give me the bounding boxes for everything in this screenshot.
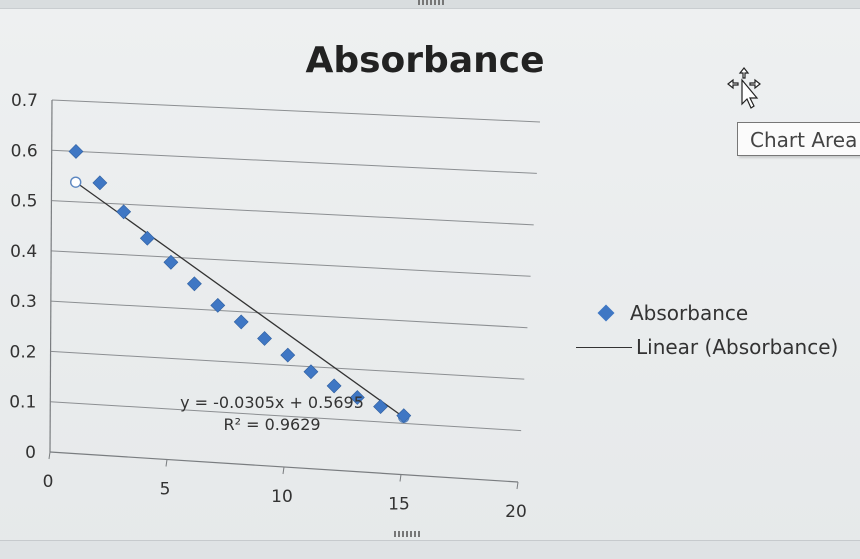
chart-top-resize-handle[interactable] [418,0,444,5]
y-tick-labels: 0 0.1 0.2 0.3 0.4 0.5 0.6 0.7 [9,91,38,463]
legend-label-linear: Linear (Absorbance) [636,335,839,359]
data-point[interactable] [326,378,342,394]
data-point[interactable] [92,175,108,191]
x-tick-label: 15 [388,495,410,515]
data-point[interactable] [68,144,84,159]
axes [48,99,519,490]
y-tick-label: 0.7 [11,91,38,111]
gridline-y-0.3[interactable] [50,300,528,329]
trendline-equation-label[interactable]: y = -0.0305x + 0.5695 [180,393,364,412]
trendline-selection-handle[interactable] [70,176,82,188]
tooltip-label: Chart Area [750,128,858,152]
x-tick-mark [516,481,519,490]
diamond-marker-icon [597,304,615,322]
data-point[interactable] [116,204,132,220]
chart-area-tooltip: Chart Area [737,122,860,156]
y-axis-line[interactable] [49,99,53,453]
gridline-y-0.7[interactable] [51,99,541,123]
x-tick-label: 0 [43,472,54,492]
y-tick-label: 0.3 [10,292,37,312]
line-marker-icon [576,346,632,348]
data-point[interactable] [139,230,155,246]
x-tick-labels: 0 5 10 15 20 [43,472,527,522]
gridline-y-0.4[interactable] [51,250,531,277]
gridline-y-0.6[interactable] [51,149,537,174]
y-tick-label: 0 [25,443,36,463]
gridline-y-0.5[interactable] [51,200,534,226]
data-point[interactable] [373,399,388,415]
legend-entry-absorbance[interactable]: Absorbance [592,296,852,330]
x-tick-mark [165,459,168,467]
x-tick-label: 5 [160,480,171,500]
legend-entry-linear[interactable]: Linear (Absorbance) [576,330,852,364]
data-point[interactable] [257,331,272,346]
data-point[interactable] [210,297,226,313]
y-tick-label: 0.5 [10,192,37,212]
chart-bottom-resize-handle[interactable] [394,531,420,537]
data-point[interactable] [349,390,365,405]
trendline-r2-label[interactable]: R² = 0.9629 [223,415,320,434]
x-tick-mark [399,474,402,482]
y-tick-label: 0.2 [10,342,37,362]
x-tick-label: 20 [505,502,527,522]
x-tick-mark [282,466,285,475]
data-point[interactable] [186,276,202,292]
legend[interactable]: Absorbance Linear (Absorbance) [576,296,852,364]
data-point[interactable] [280,347,296,363]
x-tick-label: 10 [271,487,293,507]
grid-lines [50,99,541,432]
y-tick-label: 0.4 [10,242,37,262]
chart-title[interactable]: Absorbance [306,40,545,81]
gridline-y-0.2[interactable] [50,350,525,380]
trendline[interactable] [75,181,405,418]
legend-label-absorbance: Absorbance [630,301,749,325]
data-point[interactable] [233,314,249,330]
data-points [68,144,412,424]
y-tick-label: 0.1 [9,393,36,413]
data-point[interactable] [396,408,412,424]
y-tick-label: 0.6 [11,141,38,161]
data-point[interactable] [163,254,179,270]
gridline-y-0.1[interactable] [50,401,522,432]
x-tick-mark [48,451,51,460]
move-cursor-icon [727,67,761,109]
sheet-edge-bottom [0,540,860,559]
data-point[interactable] [303,364,319,380]
